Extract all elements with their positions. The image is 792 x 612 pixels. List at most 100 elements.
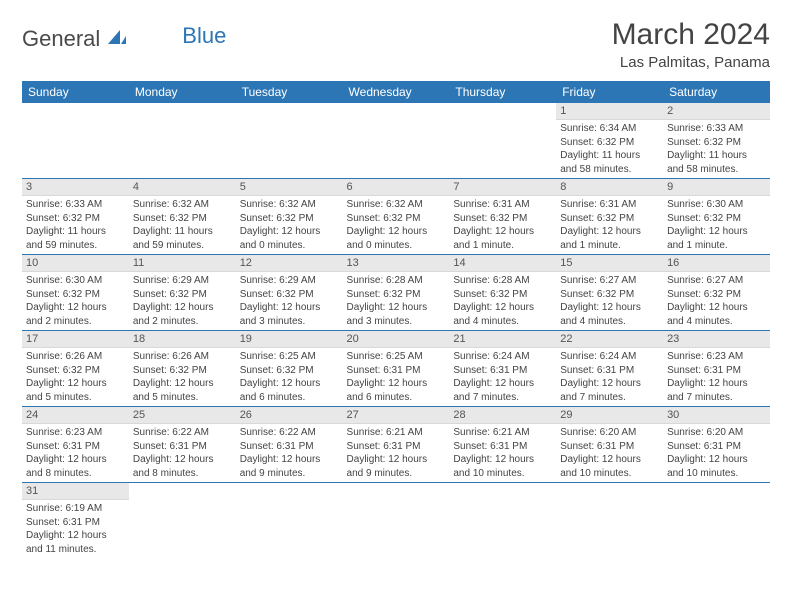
day-number: 15: [556, 255, 663, 272]
calendar-cell: 10Sunrise: 6:30 AMSunset: 6:32 PMDayligh…: [22, 255, 129, 331]
day-number: 1: [556, 103, 663, 120]
day-number: 2: [663, 103, 770, 120]
day-number: 19: [236, 331, 343, 348]
day-number: 7: [449, 179, 556, 196]
calendar-cell: [663, 483, 770, 559]
logo-text-blue: Blue: [182, 23, 226, 49]
day-number: 9: [663, 179, 770, 196]
calendar-cell: 3Sunrise: 6:33 AMSunset: 6:32 PMDaylight…: [22, 179, 129, 255]
calendar-cell: 9Sunrise: 6:30 AMSunset: 6:32 PMDaylight…: [663, 179, 770, 255]
calendar-cell: 29Sunrise: 6:20 AMSunset: 6:31 PMDayligh…: [556, 407, 663, 483]
day-details: Sunrise: 6:30 AMSunset: 6:32 PMDaylight:…: [663, 196, 770, 254]
day-details: Sunrise: 6:32 AMSunset: 6:32 PMDaylight:…: [129, 196, 236, 254]
calendar-cell: 2Sunrise: 6:33 AMSunset: 6:32 PMDaylight…: [663, 103, 770, 179]
calendar-cell: [343, 483, 450, 559]
day-details: Sunrise: 6:27 AMSunset: 6:32 PMDaylight:…: [663, 272, 770, 330]
calendar-cell: 28Sunrise: 6:21 AMSunset: 6:31 PMDayligh…: [449, 407, 556, 483]
day-details: Sunrise: 6:29 AMSunset: 6:32 PMDaylight:…: [236, 272, 343, 330]
day-details: Sunrise: 6:28 AMSunset: 6:32 PMDaylight:…: [343, 272, 450, 330]
calendar-cell: 24Sunrise: 6:23 AMSunset: 6:31 PMDayligh…: [22, 407, 129, 483]
day-details: Sunrise: 6:30 AMSunset: 6:32 PMDaylight:…: [22, 272, 129, 330]
day-details: Sunrise: 6:27 AMSunset: 6:32 PMDaylight:…: [556, 272, 663, 330]
calendar-cell: 27Sunrise: 6:21 AMSunset: 6:31 PMDayligh…: [343, 407, 450, 483]
calendar-cell: [343, 103, 450, 179]
day-details: Sunrise: 6:26 AMSunset: 6:32 PMDaylight:…: [129, 348, 236, 406]
day-details: Sunrise: 6:22 AMSunset: 6:31 PMDaylight:…: [236, 424, 343, 482]
calendar-cell: [449, 103, 556, 179]
calendar-body: 1Sunrise: 6:34 AMSunset: 6:32 PMDaylight…: [22, 103, 770, 558]
weekday-header: Saturday: [663, 81, 770, 103]
calendar-cell: 15Sunrise: 6:27 AMSunset: 6:32 PMDayligh…: [556, 255, 663, 331]
day-details: Sunrise: 6:23 AMSunset: 6:31 PMDaylight:…: [22, 424, 129, 482]
day-number: 16: [663, 255, 770, 272]
calendar-cell: 8Sunrise: 6:31 AMSunset: 6:32 PMDaylight…: [556, 179, 663, 255]
calendar-cell: 5Sunrise: 6:32 AMSunset: 6:32 PMDaylight…: [236, 179, 343, 255]
day-number: 6: [343, 179, 450, 196]
calendar-cell: [129, 483, 236, 559]
day-details: Sunrise: 6:21 AMSunset: 6:31 PMDaylight:…: [343, 424, 450, 482]
day-number: 24: [22, 407, 129, 424]
calendar-cell: 13Sunrise: 6:28 AMSunset: 6:32 PMDayligh…: [343, 255, 450, 331]
logo-text-general: General: [22, 26, 100, 52]
calendar-cell: [449, 483, 556, 559]
weekday-header: Monday: [129, 81, 236, 103]
sail-icon: [106, 28, 128, 51]
day-number: 30: [663, 407, 770, 424]
day-number: 10: [22, 255, 129, 272]
day-details: Sunrise: 6:25 AMSunset: 6:31 PMDaylight:…: [343, 348, 450, 406]
calendar-cell: 22Sunrise: 6:24 AMSunset: 6:31 PMDayligh…: [556, 331, 663, 407]
calendar-cell: [556, 483, 663, 559]
calendar-cell: 14Sunrise: 6:28 AMSunset: 6:32 PMDayligh…: [449, 255, 556, 331]
day-details: Sunrise: 6:24 AMSunset: 6:31 PMDaylight:…: [449, 348, 556, 406]
day-number: 11: [129, 255, 236, 272]
calendar-cell: 1Sunrise: 6:34 AMSunset: 6:32 PMDaylight…: [556, 103, 663, 179]
day-details: Sunrise: 6:29 AMSunset: 6:32 PMDaylight:…: [129, 272, 236, 330]
weekday-header: Thursday: [449, 81, 556, 103]
day-number: 20: [343, 331, 450, 348]
calendar-cell: [22, 103, 129, 179]
calendar-cell: 17Sunrise: 6:26 AMSunset: 6:32 PMDayligh…: [22, 331, 129, 407]
weekday-header: Wednesday: [343, 81, 450, 103]
title-block: March 2024 Las Palmitas, Panama: [612, 18, 770, 71]
calendar-cell: 31Sunrise: 6:19 AMSunset: 6:31 PMDayligh…: [22, 483, 129, 559]
calendar-header-row: SundayMondayTuesdayWednesdayThursdayFrid…: [22, 81, 770, 103]
day-number: 26: [236, 407, 343, 424]
day-details: Sunrise: 6:25 AMSunset: 6:32 PMDaylight:…: [236, 348, 343, 406]
calendar-cell: 25Sunrise: 6:22 AMSunset: 6:31 PMDayligh…: [129, 407, 236, 483]
day-details: Sunrise: 6:21 AMSunset: 6:31 PMDaylight:…: [449, 424, 556, 482]
day-number: 28: [449, 407, 556, 424]
day-details: Sunrise: 6:34 AMSunset: 6:32 PMDaylight:…: [556, 120, 663, 178]
day-details: Sunrise: 6:33 AMSunset: 6:32 PMDaylight:…: [22, 196, 129, 254]
day-number: 31: [22, 483, 129, 500]
day-details: Sunrise: 6:33 AMSunset: 6:32 PMDaylight:…: [663, 120, 770, 178]
weekday-header: Sunday: [22, 81, 129, 103]
day-number: 29: [556, 407, 663, 424]
weekday-header: Tuesday: [236, 81, 343, 103]
calendar-cell: 18Sunrise: 6:26 AMSunset: 6:32 PMDayligh…: [129, 331, 236, 407]
day-number: 18: [129, 331, 236, 348]
calendar-cell: 21Sunrise: 6:24 AMSunset: 6:31 PMDayligh…: [449, 331, 556, 407]
calendar-cell: 11Sunrise: 6:29 AMSunset: 6:32 PMDayligh…: [129, 255, 236, 331]
weekday-header: Friday: [556, 81, 663, 103]
calendar-cell: 7Sunrise: 6:31 AMSunset: 6:32 PMDaylight…: [449, 179, 556, 255]
day-details: Sunrise: 6:23 AMSunset: 6:31 PMDaylight:…: [663, 348, 770, 406]
calendar-cell: 30Sunrise: 6:20 AMSunset: 6:31 PMDayligh…: [663, 407, 770, 483]
day-number: 4: [129, 179, 236, 196]
day-number: 27: [343, 407, 450, 424]
day-number: 22: [556, 331, 663, 348]
day-number: 23: [663, 331, 770, 348]
day-details: Sunrise: 6:28 AMSunset: 6:32 PMDaylight:…: [449, 272, 556, 330]
location: Las Palmitas, Panama: [612, 54, 770, 71]
day-number: 25: [129, 407, 236, 424]
day-details: Sunrise: 6:19 AMSunset: 6:31 PMDaylight:…: [22, 500, 129, 558]
calendar-cell: 16Sunrise: 6:27 AMSunset: 6:32 PMDayligh…: [663, 255, 770, 331]
day-number: 17: [22, 331, 129, 348]
day-number: 5: [236, 179, 343, 196]
calendar-cell: [129, 103, 236, 179]
day-number: 14: [449, 255, 556, 272]
day-details: Sunrise: 6:31 AMSunset: 6:32 PMDaylight:…: [556, 196, 663, 254]
day-details: Sunrise: 6:20 AMSunset: 6:31 PMDaylight:…: [663, 424, 770, 482]
day-number: 12: [236, 255, 343, 272]
day-details: Sunrise: 6:32 AMSunset: 6:32 PMDaylight:…: [236, 196, 343, 254]
day-details: Sunrise: 6:22 AMSunset: 6:31 PMDaylight:…: [129, 424, 236, 482]
